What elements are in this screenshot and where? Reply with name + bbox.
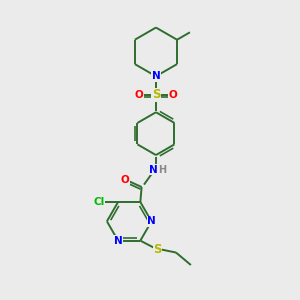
Text: H: H [158, 165, 166, 175]
Text: O: O [169, 90, 178, 100]
Text: S: S [153, 243, 162, 256]
Text: N: N [147, 216, 156, 226]
Text: O: O [121, 175, 130, 184]
Text: N: N [114, 236, 122, 246]
Text: O: O [134, 90, 143, 100]
Text: N: N [152, 71, 160, 81]
Text: S: S [152, 88, 160, 101]
Text: N: N [148, 165, 157, 175]
Text: Cl: Cl [93, 197, 104, 207]
